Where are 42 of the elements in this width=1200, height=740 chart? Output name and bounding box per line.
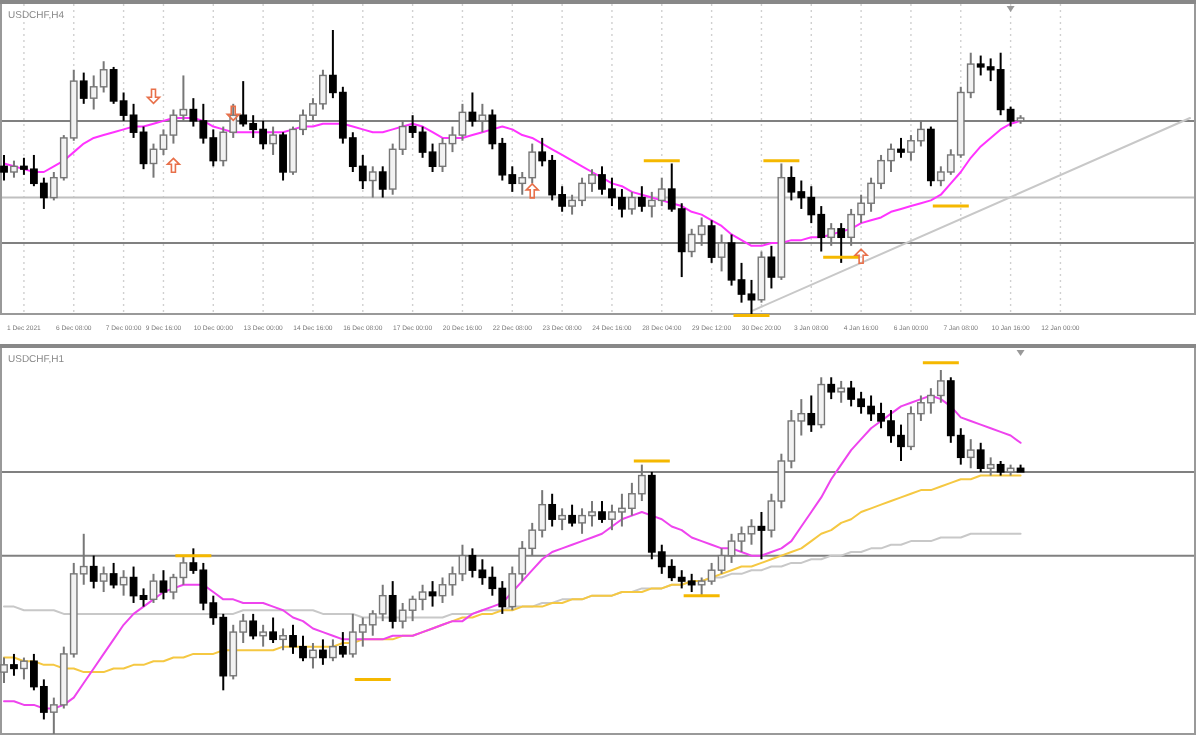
candlestick [20,656,28,681]
candlestick [0,153,8,182]
candlestick [807,394,816,433]
candlestick [378,165,387,199]
candlestick [767,244,776,290]
candlestick [338,631,347,659]
candlestick [548,492,557,528]
candlestick [468,91,477,128]
candlestick [328,638,337,663]
candlestick [817,376,826,430]
candlestick [837,222,846,264]
candlestick [757,250,766,304]
candlestick [837,379,846,404]
candlestick [89,554,98,590]
candlestick [757,510,766,561]
candlestick [827,376,836,401]
candlestick [627,190,636,216]
candlestick [279,131,287,182]
candlestick [259,623,268,648]
candlestick [269,125,277,156]
candlestick [0,656,8,685]
candlestick [269,616,277,644]
candlestick [897,136,905,159]
candlestick [368,165,377,199]
candlestick [109,561,118,590]
candlestick [428,580,437,608]
candlestick [159,569,168,601]
candlestick [707,219,716,264]
candlestick [568,503,576,528]
candlestick [279,627,287,652]
candlestick [99,565,108,594]
candlestick [598,500,606,524]
candlestick [976,441,985,473]
candlestick [388,580,397,630]
candlestick [637,185,646,213]
candlestick [319,638,327,666]
candlestick [249,612,258,641]
candlestick [149,572,158,604]
candlestick [309,642,317,670]
candlestick [10,652,18,677]
candlestick [558,507,567,532]
candlestick [79,71,88,105]
